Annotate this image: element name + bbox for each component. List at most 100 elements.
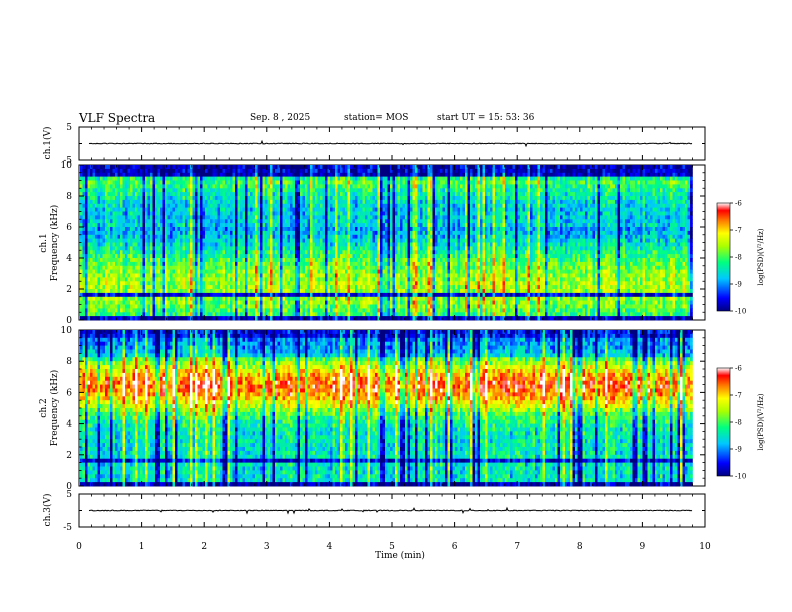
spectrogram-cell <box>282 211 286 216</box>
spectrogram-cell <box>385 199 388 205</box>
spectrogram-cell <box>385 192 388 197</box>
spectrogram-cell <box>162 180 166 185</box>
spectrogram-cell <box>245 207 248 212</box>
spectrogram-cell <box>100 184 103 189</box>
spectrogram-cell <box>215 168 218 174</box>
spectrogram-cell <box>130 258 133 263</box>
spectrogram-cell <box>230 261 233 267</box>
spectrogram-cell <box>290 184 293 189</box>
spectrogram-cell <box>212 250 216 255</box>
spectrogram-cell <box>380 258 383 263</box>
spectrogram-cell <box>337 258 341 263</box>
spectrogram-cell <box>347 300 351 305</box>
spectrogram-cell <box>292 165 296 170</box>
spectrogram-cell <box>305 223 308 228</box>
spectrogram-cell <box>157 285 161 290</box>
spectrogram-cell <box>172 300 176 305</box>
spectrogram-cell <box>250 188 253 193</box>
spectrogram-cell <box>247 277 251 282</box>
spectrogram-cell <box>155 254 158 259</box>
spectrogram-cell <box>200 176 203 181</box>
spectrogram-cell <box>207 265 211 271</box>
spectrogram-cell <box>145 246 148 251</box>
spectrogram-cell <box>267 211 271 216</box>
spectrogram-cell <box>187 261 191 267</box>
spectrogram-cell <box>210 168 213 174</box>
spectrogram-cell <box>255 250 258 255</box>
spectrogram-cell <box>215 215 218 220</box>
spectrogram-cell <box>187 207 191 212</box>
spectrogram-cell <box>135 292 138 298</box>
spectrogram-cell <box>230 285 233 290</box>
spectrogram-cell <box>170 242 173 247</box>
spectrogram-cell <box>115 192 118 197</box>
spectrogram-cell <box>182 234 186 240</box>
spectrogram-cell <box>112 196 116 201</box>
spectrogram-cell <box>170 219 173 224</box>
spectrogram-cell <box>385 219 388 224</box>
spectrogram-cell <box>217 289 221 294</box>
spectrogram-cell <box>140 199 143 205</box>
spectrogram-cell <box>372 250 376 255</box>
spectrogram-cell <box>115 227 118 232</box>
spectrogram-cell <box>355 277 358 282</box>
spectrogram-cell <box>305 261 308 267</box>
spectrogram-cell <box>120 312 123 317</box>
spectrogram-cell <box>380 312 383 317</box>
spectrogram-cell <box>87 269 91 274</box>
spectrogram-cell <box>95 296 98 302</box>
spectrogram-cell <box>380 196 383 201</box>
spectrogram-cell <box>147 211 151 216</box>
spectrogram-cell <box>297 215 301 220</box>
spectrogram-cell <box>167 304 171 309</box>
spectrogram-cell <box>185 254 188 259</box>
spectrogram-cell <box>277 223 281 228</box>
spectrogram-cell <box>167 269 171 274</box>
spectrogram-cell <box>127 261 131 267</box>
spectrogram-cell <box>115 312 118 317</box>
spectrogram-cell <box>207 188 211 193</box>
spectrogram-cell <box>147 172 151 178</box>
spectrogram-cell <box>225 203 228 209</box>
spectrogram-cell <box>300 196 303 201</box>
spectrogram-cell <box>295 211 298 216</box>
spectrogram-cell <box>297 168 301 174</box>
spectrogram-cell <box>287 184 291 189</box>
spectrogram-cell <box>135 277 138 282</box>
spectrogram-cell <box>155 234 158 240</box>
spectrogram-cell <box>302 289 306 294</box>
spectrogram-cell <box>320 277 323 282</box>
spectrogram-cell <box>322 165 326 170</box>
spectrogram-cell <box>237 269 241 274</box>
spectrogram-cell <box>385 227 388 232</box>
spectrogram-cell <box>97 277 101 282</box>
spectrogram-cell <box>102 242 106 247</box>
spectrogram-cell <box>275 207 278 212</box>
spectrogram-cell <box>237 308 241 313</box>
spectrogram-cell <box>157 230 161 236</box>
spectrogram-cell <box>252 176 256 181</box>
spectrogram-cell <box>250 246 253 251</box>
spectrogram-cell <box>172 269 176 274</box>
spectrogram-cell <box>97 261 101 267</box>
spectrogram-cell <box>340 199 343 205</box>
spectrogram-cell <box>182 242 186 247</box>
spectrogram-cell <box>342 304 346 309</box>
spectrogram-cell <box>272 281 276 286</box>
spectrogram-cell <box>367 199 371 205</box>
spectrogram-cell <box>175 296 178 302</box>
spectrogram-cell <box>227 180 231 185</box>
spectrogram-cell <box>110 238 113 243</box>
spectrogram-cell <box>345 289 348 294</box>
spectrogram-cell <box>137 199 141 205</box>
spectrogram-cell <box>110 296 113 302</box>
spectrogram-cell <box>157 296 161 302</box>
spectrogram-cell <box>305 258 308 263</box>
spectrogram-cell <box>375 196 378 201</box>
spectrogram-cell <box>310 168 313 174</box>
spectrogram-cell <box>227 292 231 298</box>
spectrogram-cell <box>170 227 173 232</box>
spectrogram-cell <box>232 273 236 278</box>
spectrogram-cell <box>345 203 348 209</box>
spectrogram-cell <box>292 176 296 181</box>
